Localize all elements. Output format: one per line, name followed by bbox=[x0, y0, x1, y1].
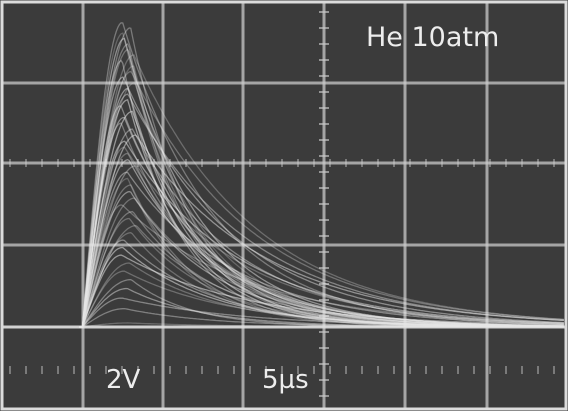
signal-trace bbox=[79, 37, 564, 328]
signal-trace bbox=[79, 134, 564, 328]
signal-trace bbox=[79, 54, 564, 328]
signal-trace bbox=[79, 70, 564, 328]
signal-trace bbox=[79, 128, 564, 328]
y-scale-label: 2V bbox=[106, 365, 141, 395]
signal-traces bbox=[2, 22, 566, 329]
signal-trace bbox=[79, 93, 564, 328]
signal-trace bbox=[79, 146, 564, 328]
annotation-label: He 10atm bbox=[366, 22, 499, 53]
signal-trace bbox=[79, 105, 564, 328]
signal-trace bbox=[79, 254, 564, 328]
signal-trace bbox=[79, 140, 564, 328]
signal-trace bbox=[79, 158, 564, 328]
signal-trace bbox=[79, 22, 564, 328]
signal-trace bbox=[79, 204, 564, 328]
x-scale-label: 5µs bbox=[262, 365, 309, 395]
signal-trace bbox=[79, 116, 564, 328]
signal-trace bbox=[79, 76, 564, 328]
signal-trace bbox=[79, 152, 564, 328]
signal-trace bbox=[79, 171, 564, 328]
signal-trace bbox=[79, 110, 564, 328]
signal-trace bbox=[79, 82, 564, 328]
